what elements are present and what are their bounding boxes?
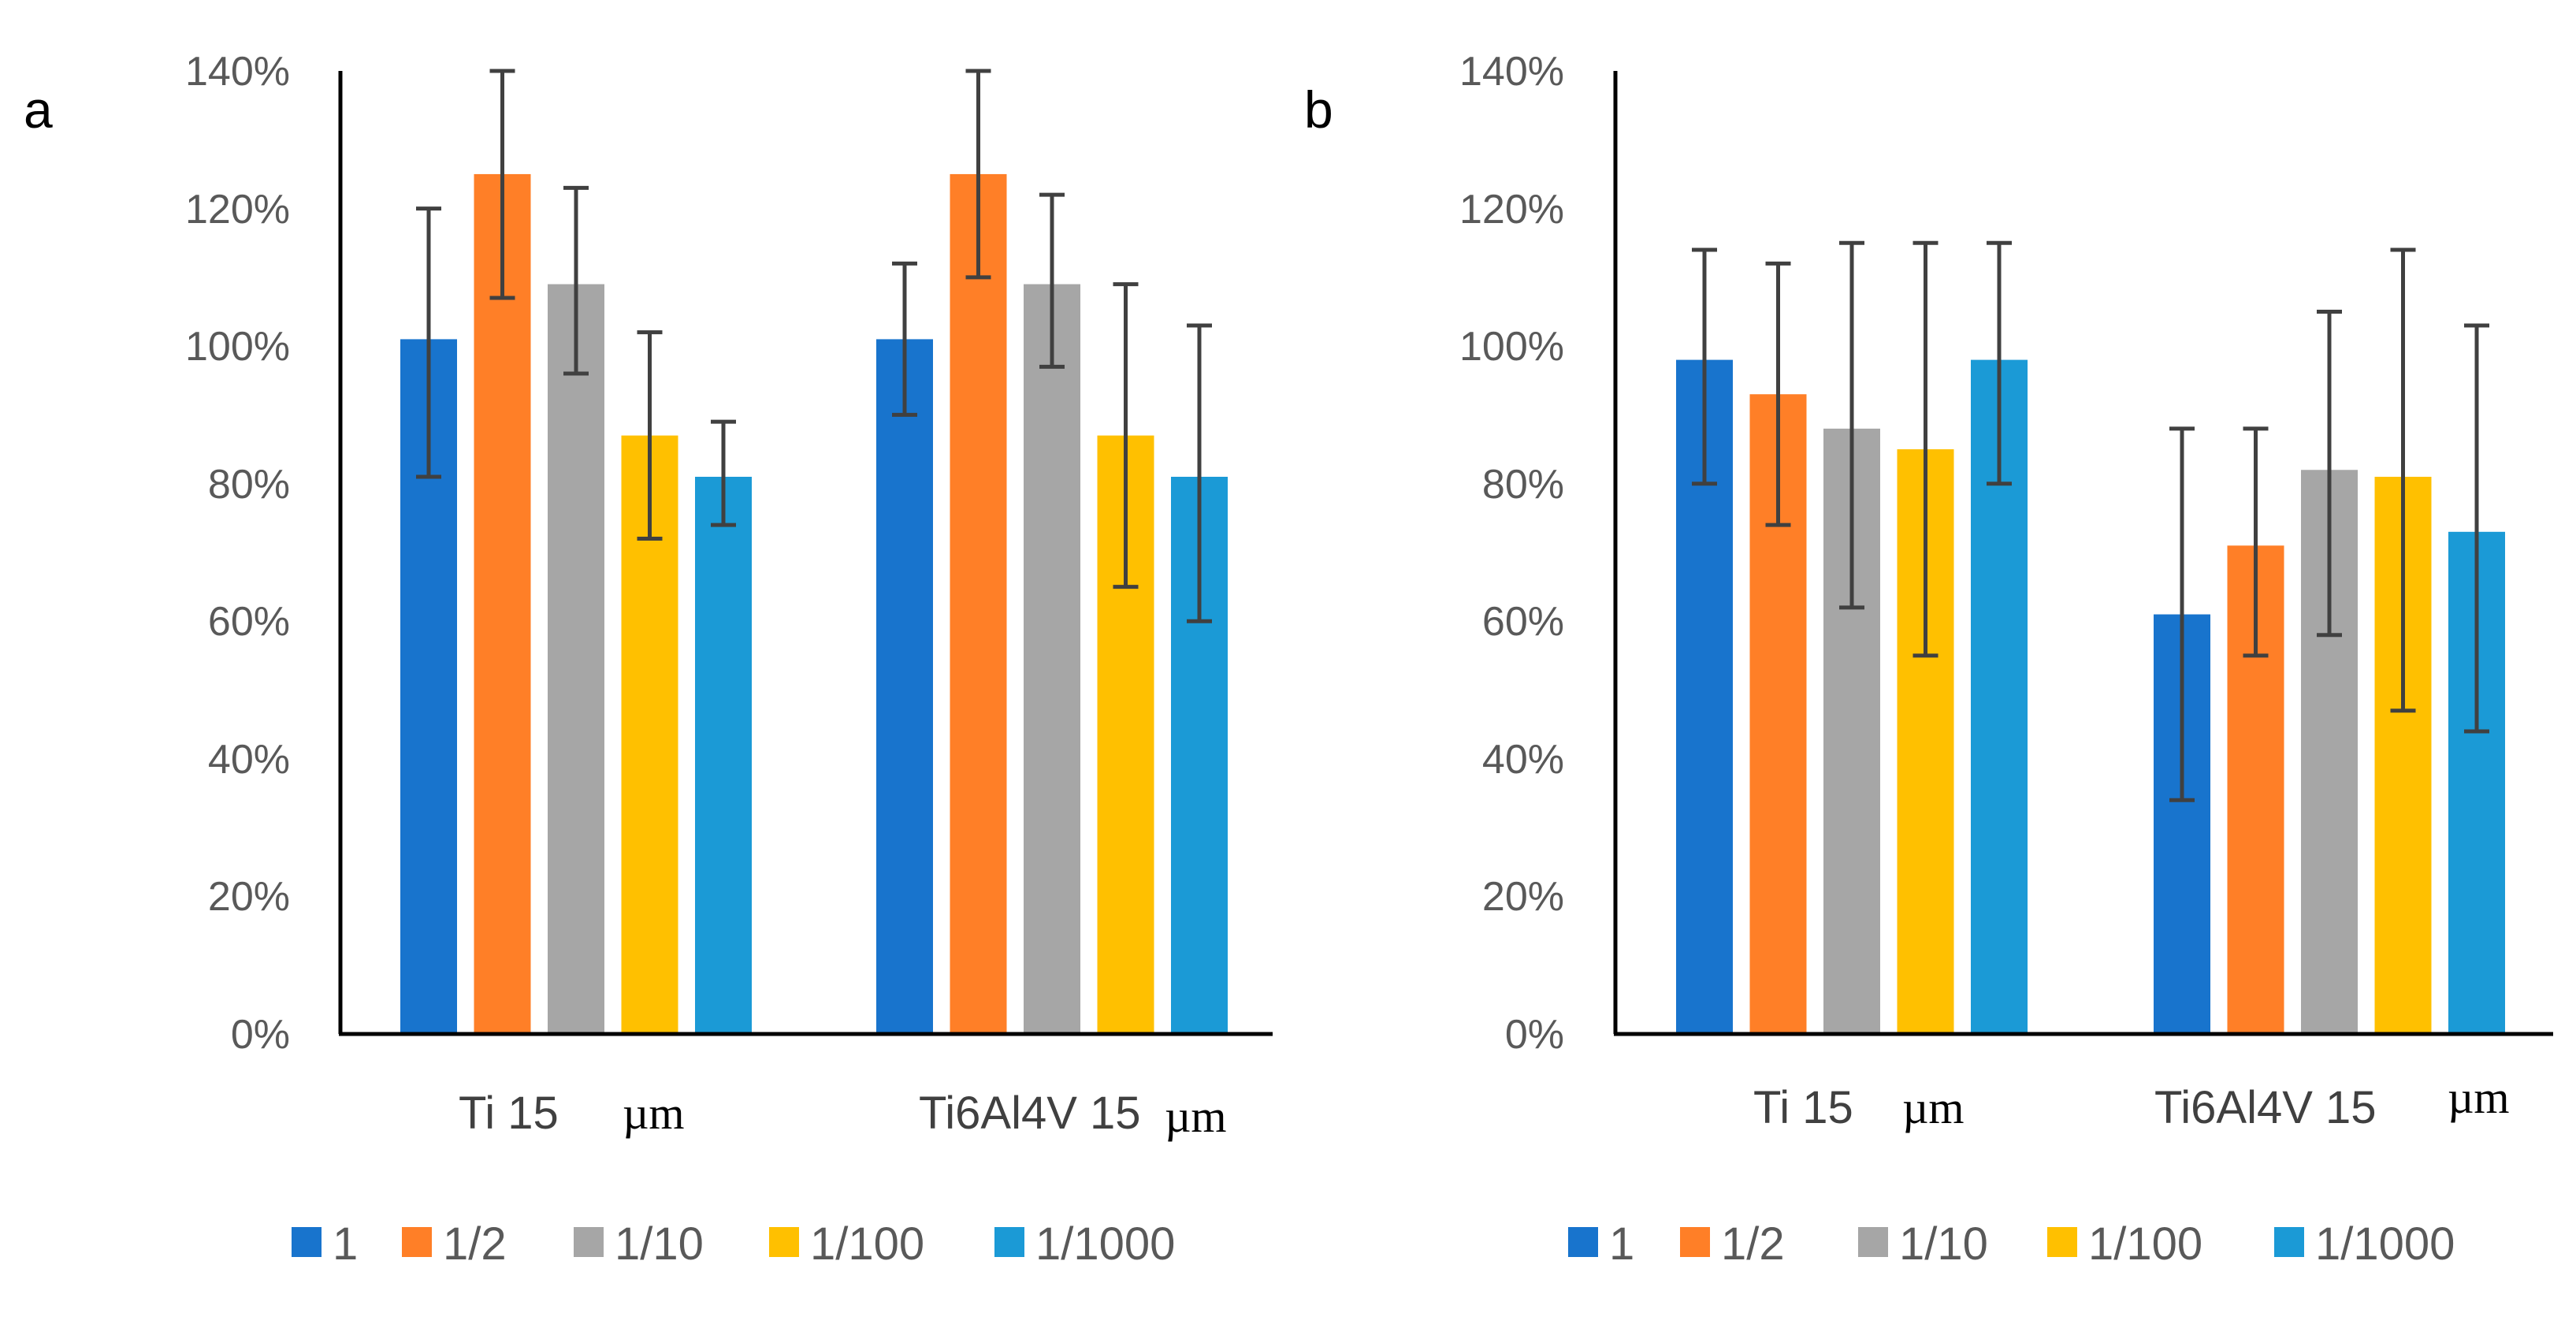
error-bar <box>1839 240 1864 610</box>
x-category-labels-b: Ti 15 µm Ti6Al4V 15 µm <box>1753 1072 2510 1133</box>
legend-swatch <box>2274 1227 2304 1257</box>
legend-swatch <box>1858 1227 1888 1257</box>
legend-b: 1 1/2 1/10 1/100 1/1000 <box>1568 1218 2455 1270</box>
y-tick-label: 140% <box>185 49 290 95</box>
legend-label: 1 <box>1609 1218 1634 1270</box>
y-tick-label: 40% <box>1482 737 1564 783</box>
error-bar <box>1912 240 1939 658</box>
y-tick-label: 60% <box>208 599 290 645</box>
legend-swatch <box>292 1227 322 1257</box>
error-bar <box>892 261 917 417</box>
legend-label: 1/2 <box>1721 1218 1785 1270</box>
panel-letter-b: b <box>1304 80 1333 139</box>
legend-swatch <box>574 1227 604 1257</box>
error-bar <box>965 69 991 280</box>
y-tick-labels-a: 0% 20% 40% 60% 80% 100% 120% 140% <box>185 49 290 1058</box>
legend-swatch <box>769 1227 799 1257</box>
x-category-label: Ti 15 <box>1753 1082 1853 1133</box>
error-bar <box>2243 426 2269 658</box>
y-tick-label: 80% <box>208 462 290 508</box>
bars-b <box>1676 359 2505 1035</box>
y-tick-label: 0% <box>1505 1012 1564 1058</box>
error-bar <box>2390 247 2416 713</box>
chart-panel-a: a 0% 20% 40% 60% 80% 100% 120% 140% Ti 1… <box>24 49 1273 1270</box>
y-tick-label: 140% <box>1459 49 1564 95</box>
x-category-label: Ti 15 <box>459 1088 559 1139</box>
legend-label: 1/100 <box>2088 1218 2202 1270</box>
x-category-unit: µm <box>1165 1091 1227 1142</box>
legend-label: 1/10 <box>1899 1218 1988 1270</box>
bar <box>695 476 752 1034</box>
y-tick-labels-b: 0% 20% 40% 60% 80% 100% 120% 140% <box>1459 49 1564 1058</box>
x-category-unit: µm <box>2448 1072 2510 1123</box>
bar <box>876 339 933 1034</box>
error-bar <box>711 419 736 527</box>
y-tick-label: 0% <box>231 1012 290 1058</box>
legend-swatch <box>1568 1227 1598 1257</box>
x-category-label: Ti6Al4V 15 <box>919 1088 1141 1139</box>
legend-swatch <box>994 1227 1024 1257</box>
error-bar <box>1113 282 1139 589</box>
error-bar <box>2317 310 2342 638</box>
legend-label: 1/10 <box>615 1218 704 1270</box>
y-tick-label: 120% <box>185 187 290 232</box>
y-tick-label: 100% <box>1459 324 1564 370</box>
error-bar <box>416 206 441 479</box>
error-bar <box>637 330 663 541</box>
bar <box>950 173 1007 1034</box>
error-bar <box>1187 323 1212 623</box>
x-category-labels-a: Ti 15 µm Ti6Al4V 15 µm <box>459 1088 1227 1142</box>
y-tick-label: 20% <box>1482 874 1564 920</box>
x-category-label: Ti6Al4V 15 <box>2154 1082 2377 1133</box>
bar <box>1024 284 1080 1035</box>
legend-label: 1/2 <box>443 1218 507 1270</box>
error-bar <box>2464 323 2489 734</box>
bars-a <box>400 173 1228 1035</box>
error-bar <box>1692 247 1717 486</box>
error-bar <box>1765 261 1791 527</box>
legend-label: 1/1000 <box>1035 1218 1175 1270</box>
bar <box>548 284 604 1035</box>
error-bar <box>1987 240 2012 486</box>
error-bar <box>563 185 589 376</box>
legend-swatch <box>1680 1227 1710 1257</box>
y-tick-label: 20% <box>208 874 290 920</box>
error-bar <box>1039 192 1065 369</box>
legend-label: 1 <box>333 1218 358 1270</box>
x-category-unit: µm <box>623 1088 685 1139</box>
chart-panel-b: b 0% 20% 40% 60% 80% 100% 120% 140% Ti 1… <box>1304 49 2553 1270</box>
legend-label: 1/100 <box>810 1218 924 1270</box>
y-tick-label: 80% <box>1482 462 1564 508</box>
error-bar <box>2169 426 2195 802</box>
legend-swatch <box>2047 1227 2077 1257</box>
legend-a: 1 1/2 1/10 1/100 1/1000 <box>292 1218 1175 1270</box>
y-tick-label: 100% <box>185 324 290 370</box>
legend-swatch <box>402 1227 432 1257</box>
panel-letter-a: a <box>24 80 53 139</box>
y-tick-label: 60% <box>1482 599 1564 645</box>
error-bars-b <box>1692 240 2489 802</box>
y-tick-label: 120% <box>1459 187 1564 232</box>
y-tick-label: 40% <box>208 737 290 783</box>
error-bar <box>489 69 515 300</box>
legend-label: 1/1000 <box>2315 1218 2455 1270</box>
error-bars-a <box>416 69 1212 623</box>
bar <box>474 173 531 1034</box>
x-category-unit: µm <box>1902 1082 1965 1133</box>
